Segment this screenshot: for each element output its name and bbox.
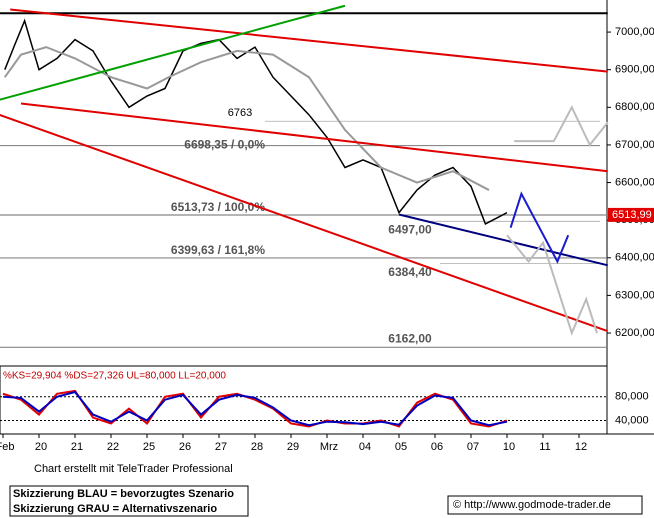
last-price-label: 6513,99 bbox=[612, 209, 652, 221]
price-line bbox=[514, 105, 609, 147]
price-line bbox=[4, 18, 508, 225]
y-tick-label: 7000,00 bbox=[615, 26, 654, 38]
level-label: 6399,63 / 161,8% bbox=[171, 243, 265, 257]
level-label: 6763 bbox=[228, 107, 252, 119]
x-tick-label: 25 bbox=[143, 441, 155, 453]
x-tick-label: Mrz bbox=[320, 441, 338, 453]
level-label: 6384,40 bbox=[388, 265, 432, 279]
level-label: 6497,00 bbox=[388, 222, 432, 236]
x-tick-label: 07 bbox=[467, 441, 479, 453]
y-tick-label: 6300,00 bbox=[615, 289, 654, 301]
indicator-tick-label: 40,000 bbox=[615, 414, 649, 426]
x-tick-label: 11 bbox=[539, 441, 550, 453]
x-tick-label: 06 bbox=[431, 441, 443, 453]
x-tick-label: 28 bbox=[251, 441, 263, 453]
y-tick-label: 6600,00 bbox=[615, 176, 654, 188]
x-tick-label: 29 bbox=[287, 441, 299, 453]
x-tick-label: Feb bbox=[0, 441, 14, 453]
price-line bbox=[506, 234, 598, 336]
price-line bbox=[3, 46, 490, 191]
copyright-box bbox=[447, 495, 643, 515]
x-tick-label: 05 bbox=[395, 441, 407, 453]
price-line bbox=[0, 113, 609, 333]
last-price-flag bbox=[608, 207, 654, 222]
y-tick-label: 6200,00 bbox=[615, 327, 654, 339]
price-line bbox=[509, 191, 570, 264]
price-line bbox=[10, 8, 608, 73]
indicator-line bbox=[2, 390, 508, 427]
y-tick-label: 6700,00 bbox=[615, 139, 654, 151]
level-label: 6513,73 / 100,0% bbox=[171, 200, 265, 214]
note: Skizzierung GRAU = Alternativszenario bbox=[13, 503, 217, 515]
y-tick-label: 6900,00 bbox=[615, 64, 654, 76]
y-tick-label: 6400,00 bbox=[615, 252, 654, 264]
credit: Chart erstellt mit TeleTrader Profession… bbox=[34, 463, 233, 475]
x-tick-label: 22 bbox=[107, 441, 119, 453]
indicator-legend: %KS=29,904 %DS=27,326 UL=80,000 LL=20,00… bbox=[3, 371, 226, 382]
x-tick-label: 20 bbox=[35, 441, 47, 453]
x-tick-label: 04 bbox=[359, 441, 371, 453]
x-tick-label: 21 bbox=[71, 441, 83, 453]
level-label: 6162,00 bbox=[388, 331, 432, 345]
indicator-tick-label: 80,000 bbox=[615, 391, 649, 403]
price-line bbox=[0, 4, 346, 101]
level-label: 6698,35 / 0,0% bbox=[184, 138, 265, 152]
y-tick-label: 6800,00 bbox=[615, 101, 654, 113]
price-line bbox=[398, 213, 609, 267]
price-line bbox=[20, 102, 608, 173]
x-tick-label: 26 bbox=[179, 441, 191, 453]
notes-box bbox=[9, 485, 249, 517]
x-tick-label: 12 bbox=[575, 441, 587, 453]
copyright: © http://www.godmode-trader.de bbox=[453, 499, 611, 511]
x-tick-label: 10 bbox=[503, 441, 515, 453]
note: Skizzierung BLAU = bevorzugtes Szenario bbox=[13, 488, 234, 500]
x-tick-label: 27 bbox=[215, 441, 227, 453]
